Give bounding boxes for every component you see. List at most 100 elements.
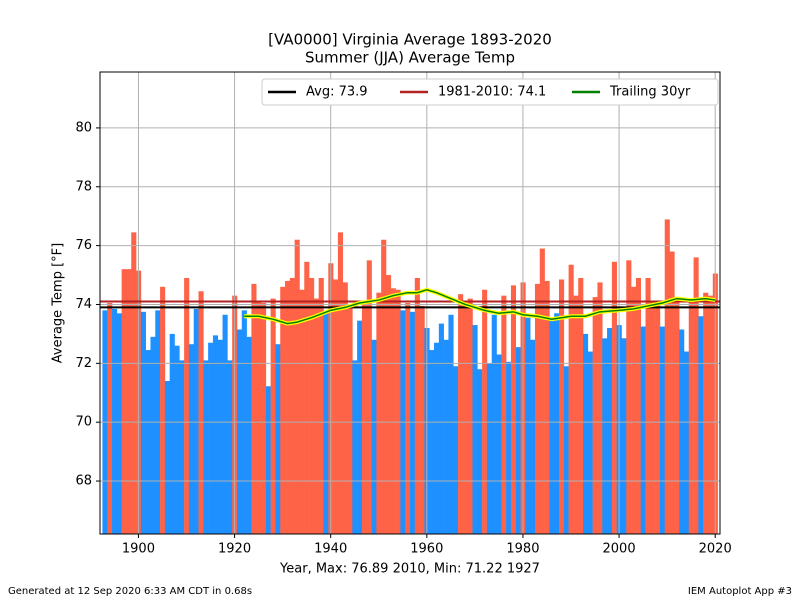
bar: [169, 333, 175, 534]
bar: [179, 360, 185, 534]
bar: [539, 248, 545, 534]
bar: [496, 354, 502, 534]
plot-area: [100, 72, 720, 534]
y-axis-label: Average Temp [°F]: [51, 243, 66, 363]
bar: [621, 338, 627, 534]
bar: [506, 361, 512, 534]
bar: [251, 283, 257, 534]
bar: [664, 219, 670, 534]
bar: [385, 275, 392, 534]
bar: [381, 239, 387, 534]
bar: [578, 277, 584, 534]
bar: [256, 301, 262, 534]
bar: [107, 303, 113, 534]
x-tick-label: 1940: [314, 542, 347, 557]
bar: [458, 294, 464, 534]
bar: [448, 314, 454, 534]
bar: [703, 292, 709, 534]
bar: [265, 386, 271, 534]
bar: [184, 277, 190, 534]
legend-label: Avg: 73.9: [306, 85, 368, 100]
bar: [650, 301, 656, 534]
bar: [544, 280, 550, 534]
footer-right: IEM Autoplot App #3: [688, 586, 792, 597]
bar: [342, 282, 348, 534]
x-tick-label: 1980: [506, 542, 539, 557]
y-tick-label: 68: [75, 474, 92, 489]
bar: [376, 292, 382, 534]
bar: [203, 360, 209, 534]
footer-left: Generated at 12 Sep 2020 6:33 AM CDT in …: [8, 586, 252, 597]
bar: [438, 323, 444, 534]
bar: [611, 261, 617, 534]
bar: [289, 277, 295, 534]
bar: [131, 232, 137, 534]
bar: [304, 261, 310, 534]
bar: [299, 289, 305, 534]
bar: [486, 363, 493, 534]
bar: [140, 311, 146, 534]
bar: [313, 298, 319, 534]
bar: [592, 297, 598, 534]
plot-frame: [99, 71, 721, 535]
bar: [707, 295, 714, 534]
bar: [674, 301, 680, 534]
bar: [573, 295, 579, 534]
bar: [333, 279, 339, 534]
bar: [188, 344, 195, 534]
y-tick-label: 78: [75, 179, 92, 194]
bar: [462, 304, 468, 534]
bar: [429, 350, 435, 534]
bar: [587, 351, 593, 534]
bar: [683, 351, 690, 534]
bar: [626, 260, 632, 534]
bar: [246, 336, 252, 534]
bar: [227, 360, 233, 534]
bar: [352, 360, 358, 534]
chart-subtitle: Summer (JJA) Average Temp: [305, 49, 515, 67]
bar: [270, 298, 276, 534]
bar: [337, 232, 344, 534]
bar: [419, 305, 425, 534]
bar: [347, 304, 353, 534]
bar: [198, 291, 204, 534]
bar: [366, 260, 372, 534]
bar: [145, 350, 151, 534]
bar: [261, 303, 267, 534]
bar: [193, 308, 199, 534]
trailing-line: [244, 288, 716, 325]
bar: [371, 339, 377, 534]
bar: [121, 269, 127, 534]
bar: [659, 326, 666, 534]
bar: [597, 282, 603, 534]
y-tick-label: 72: [75, 356, 92, 371]
bar: [645, 277, 651, 534]
bar: [679, 329, 685, 534]
bar: [534, 283, 541, 534]
legend-label: Trailing 30yr: [609, 85, 691, 100]
bar: [631, 286, 637, 534]
bar: [309, 277, 315, 534]
bar: [525, 317, 531, 534]
bar: [236, 329, 243, 534]
bar: [501, 295, 507, 534]
bar: [390, 288, 396, 534]
x-tick-label: 1900: [122, 542, 155, 557]
bar: [688, 298, 694, 534]
bar: [357, 320, 363, 534]
bar: [549, 319, 555, 534]
bar: [530, 339, 536, 534]
bar: [208, 342, 214, 534]
bar: [116, 313, 122, 534]
bar: [607, 328, 613, 534]
bar: [361, 301, 368, 534]
bar: [405, 303, 411, 534]
x-tick-label: 1920: [218, 542, 251, 557]
bar: [510, 285, 517, 534]
bar: [280, 286, 286, 534]
bar: [635, 277, 641, 534]
bar: [414, 277, 420, 534]
bar: [453, 366, 459, 534]
bar: [477, 369, 483, 534]
